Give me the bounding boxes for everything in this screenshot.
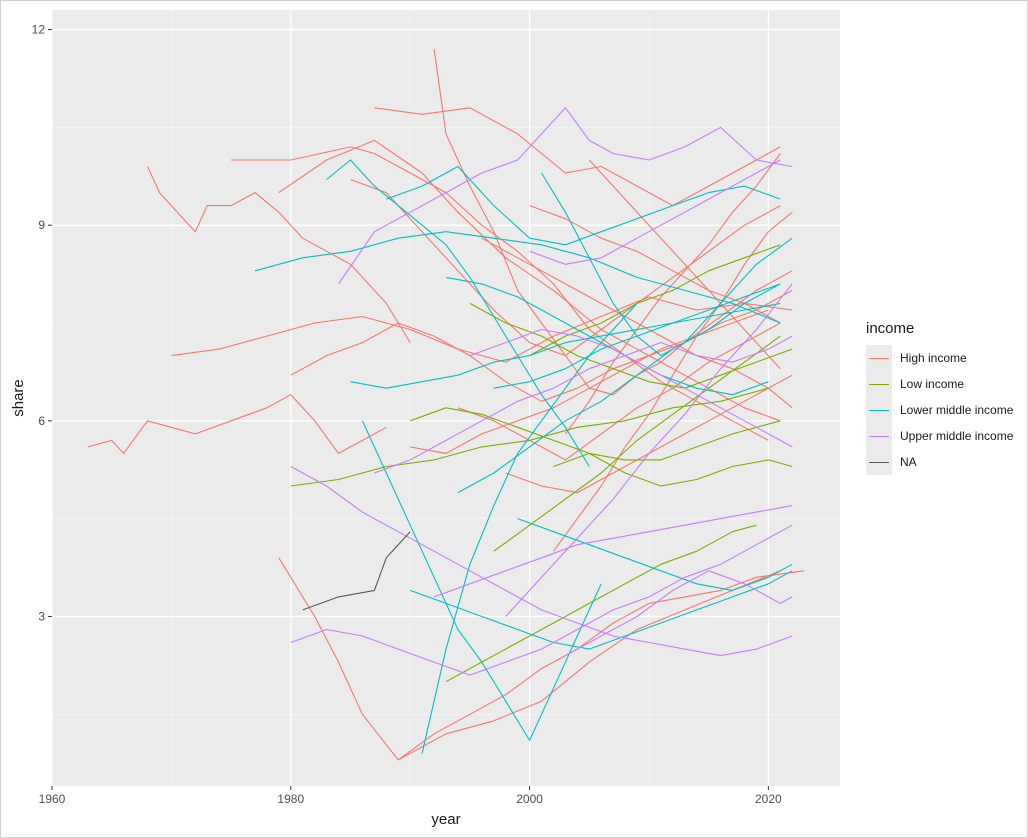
legend-key-line [869,435,889,437]
series-line [469,328,793,448]
x-tick-label: 2000 [516,792,543,806]
series-lines [87,49,805,761]
series-line [457,322,781,461]
series-line [302,531,411,611]
legend-item: Lower middle income [866,397,1013,423]
y-tick-label: 3 [38,609,45,623]
legend-item: NA [866,449,1013,475]
series-line [529,244,781,357]
series-line [87,394,387,454]
series-line [231,146,769,441]
legend-key-line [869,409,889,411]
y-tick-label: 9 [38,218,45,232]
series-line [505,283,793,617]
x-axis-label: year [431,811,460,828]
series-line [529,205,781,324]
legend-item: Upper middle income [866,423,1013,449]
minor-gridlines [52,10,840,786]
series-line [481,237,793,409]
legend-key-line [869,383,889,385]
legend-label: High income [900,351,967,365]
x-tick-label: 2020 [755,792,782,806]
legend-items: High income Low income Lower middle income… [866,345,1013,475]
y-tick-label: 12 [32,23,46,37]
series-line [361,420,602,741]
y-tick-label: 6 [38,414,45,428]
series-line [541,172,793,357]
legend-key [866,423,892,449]
series-line [397,570,805,761]
series-line [433,505,793,598]
series-line [410,309,769,454]
series-line [445,524,757,683]
series-line [410,570,793,650]
series-line [493,335,781,552]
series-line [338,107,793,285]
legend-key-line [869,461,889,463]
legend-key [866,345,892,371]
series-line [278,139,781,422]
y-axis-label: share [10,379,27,417]
series-line [445,276,769,396]
series-line [517,518,793,591]
series-line [457,283,781,494]
legend-key [866,371,892,397]
series-line [254,231,781,324]
axes: 1960 1980 2000 2020 3 6 9 12 [32,23,782,806]
legend-label: Lower middle income [900,403,1014,417]
series-line [290,466,793,657]
legend-item: Low income [866,371,1013,397]
legend-key-line [869,357,889,359]
series-line [588,159,781,370]
series-line [469,302,793,389]
series-line [553,211,793,552]
series-line [374,335,793,474]
series-line [565,570,793,657]
series-line [529,159,781,265]
series-line [553,452,793,487]
major-gridlines [51,10,840,786]
series-line [147,166,411,343]
series-line [290,387,769,487]
legend-item: High income [866,345,1013,371]
legend-title: income [866,320,915,337]
series-line [350,178,781,357]
series-line [326,159,590,467]
series-line [278,557,781,761]
series-line [386,165,781,246]
x-tick-label: 1980 [277,792,304,806]
legend-label: NA [900,455,917,469]
legend-key [866,449,892,475]
series-line [171,296,793,363]
legend: income High income Low income Lower middle… [866,320,1013,475]
series-line [290,524,793,676]
x-tick-label: 1960 [39,792,66,806]
legend-label: Upper middle income [900,429,1014,443]
legend-key [866,397,892,423]
series-line [564,153,781,435]
legend-label: Low income [900,377,965,391]
series-line [374,107,781,207]
plot-panel [52,10,840,786]
